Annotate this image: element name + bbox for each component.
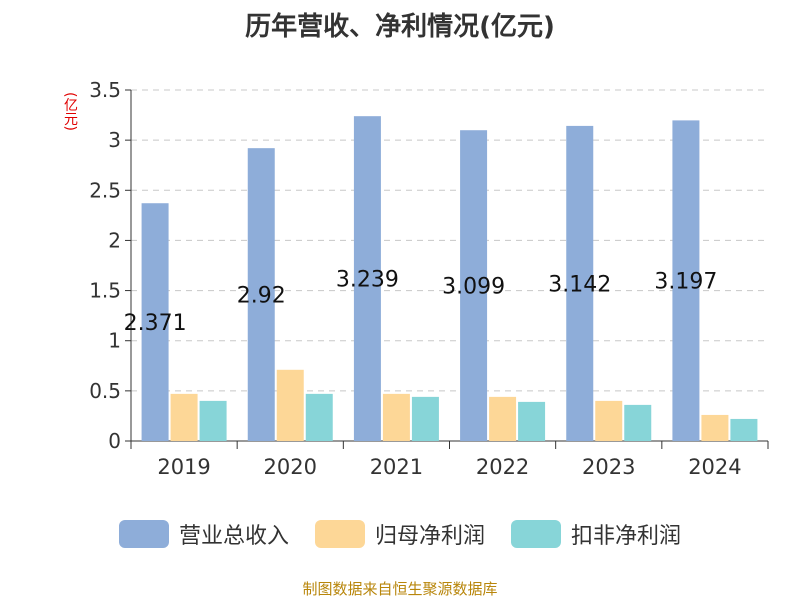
- bar-2020-series-1: [247, 148, 275, 441]
- legend-label: 扣非净利润: [571, 524, 682, 549]
- y-tick-label: 3.5: [89, 78, 121, 102]
- bar-2019-series-3: [199, 400, 227, 441]
- bar-2021-series-3: [411, 396, 439, 441]
- legend-item[interactable]: 归母净利润: [314, 518, 485, 550]
- legend-swatch: [314, 520, 365, 548]
- data-label: 3.239: [336, 268, 399, 293]
- bar-2022-series-3: [518, 401, 546, 441]
- bar-2021-series-2: [382, 393, 410, 441]
- bar-2023-series-3: [624, 404, 652, 441]
- legend-swatch: [511, 520, 561, 548]
- legend: 营业总收入 归母净利润 扣非净利润: [0, 518, 800, 550]
- bar-2019-series-1: [141, 203, 169, 441]
- data-label: 2.371: [124, 311, 187, 336]
- y-tick-label: 0: [108, 429, 121, 453]
- y-tick-label: 0.5: [89, 379, 121, 403]
- bar-2019-series-2: [170, 393, 198, 441]
- bar-2021-series-1: [353, 116, 381, 442]
- chart-title: 历年营收、净利情况(亿元): [245, 12, 555, 42]
- y-tick-label: 3: [108, 128, 121, 152]
- y-tick-label: 2.5: [89, 178, 121, 202]
- source-note: 制图数据来自恒生聚源数据库: [302, 580, 498, 598]
- legend-label: 归母净利润: [374, 524, 485, 549]
- y-tick-label: 1.5: [89, 279, 121, 303]
- x-tick-label: 2020: [264, 455, 317, 479]
- data-label: 3.099: [442, 275, 505, 300]
- data-label: 3.142: [548, 272, 611, 297]
- bar-2023-series-2: [595, 400, 623, 441]
- x-tick-label: 2022: [476, 455, 529, 479]
- y-axis-unit-label: (亿元): [62, 92, 78, 131]
- legend-swatch: [118, 520, 169, 548]
- bar-2020-series-2: [276, 369, 304, 441]
- x-tick-label: 2023: [582, 455, 635, 479]
- y-tick-label: 2: [108, 228, 121, 252]
- x-tick-label: 2019: [157, 455, 210, 479]
- bar-2023-series-1: [566, 125, 594, 441]
- bar-2024-series-2: [701, 414, 729, 441]
- x-tick-label: 2024: [688, 455, 741, 479]
- data-label: 2.92: [237, 284, 286, 309]
- data-label: 3.197: [654, 270, 717, 295]
- legend-label: 营业总收入: [178, 524, 289, 549]
- y-tick-label: 1: [108, 329, 121, 353]
- legend-item[interactable]: 营业总收入: [118, 518, 289, 550]
- legend-item[interactable]: 扣非净利润: [511, 518, 681, 550]
- bar-2022-series-1: [460, 130, 488, 441]
- x-tick-label: 2021: [370, 455, 423, 479]
- bar-2024-series-3: [730, 418, 758, 441]
- bar-2020-series-3: [305, 393, 333, 441]
- bar-2022-series-2: [489, 396, 517, 441]
- bar-2024-series-1: [672, 120, 700, 442]
